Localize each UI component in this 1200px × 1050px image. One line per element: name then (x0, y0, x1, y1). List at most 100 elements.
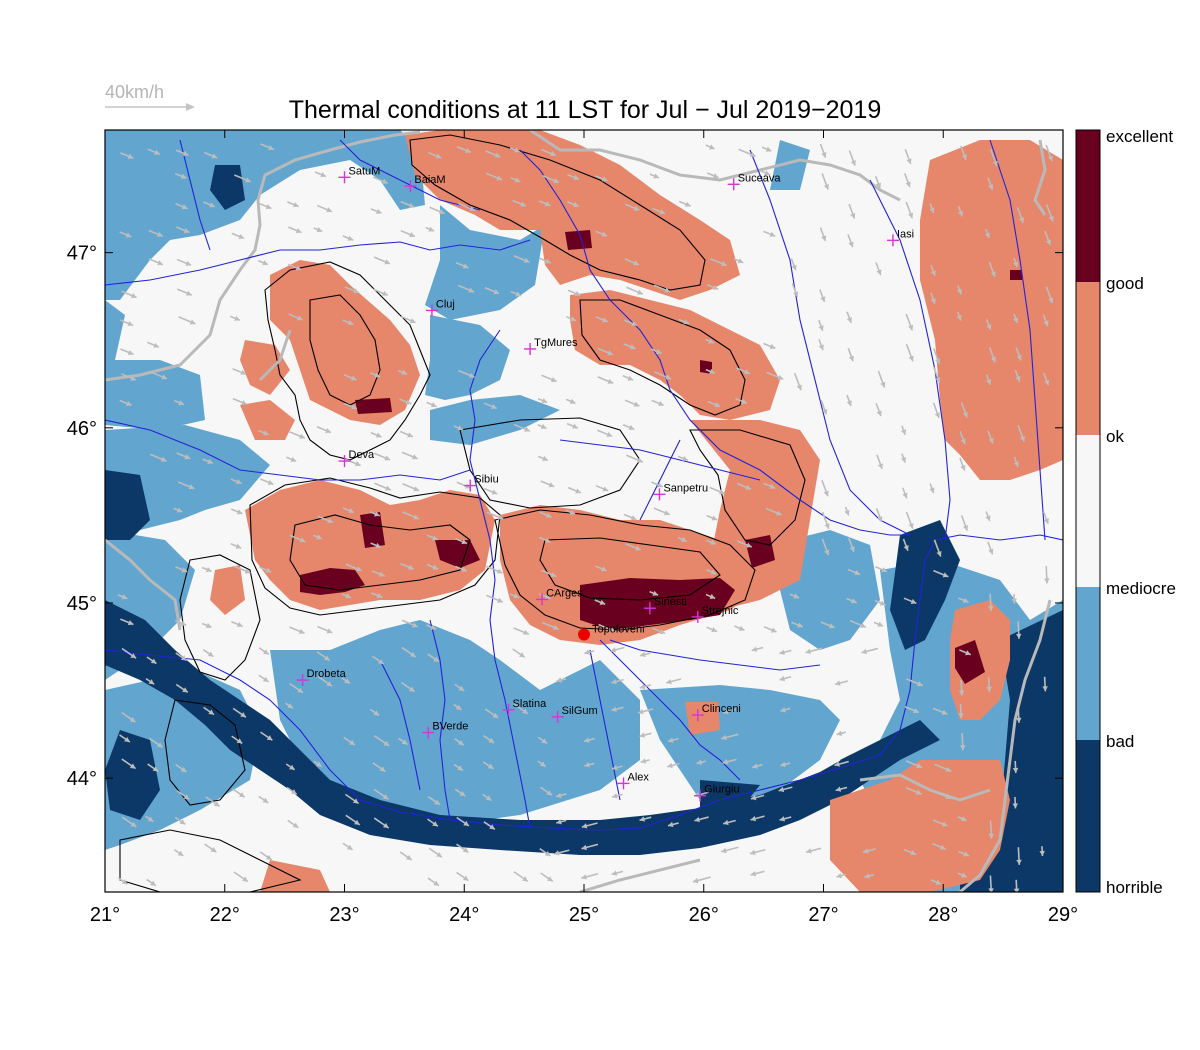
wind-arrow (1012, 313, 1019, 324)
wind-arrow (905, 786, 922, 795)
wind-arrow (174, 849, 184, 857)
wind-arrow (540, 872, 554, 882)
wind-arrow (649, 173, 660, 179)
city-sibiu: Sibiu (464, 474, 499, 492)
wind-arrow (341, 677, 351, 685)
wind-arrow (234, 174, 252, 183)
wind-arrow (623, 513, 637, 521)
wind-arrow (176, 452, 191, 460)
wind-arrow (1013, 879, 1020, 892)
wind-arrow (1042, 511, 1049, 525)
wind-arrow (147, 148, 161, 155)
wind-arrow (455, 565, 468, 572)
wind-arrow (484, 708, 499, 719)
wind-arrow (875, 508, 883, 523)
wind-arrow (542, 174, 560, 184)
wind-arrow (611, 706, 624, 712)
wind-arrow (121, 816, 137, 828)
wind-arrow (453, 703, 462, 711)
wind-arrow (343, 736, 356, 746)
chart-title: Thermal conditions at 11 LST for Jul − J… (289, 96, 882, 124)
wind-arrow (454, 738, 465, 746)
wind-arrow (259, 566, 272, 573)
wind-arrow (486, 511, 504, 520)
city-tgmures: TgMures (524, 337, 578, 355)
wind-arrow (956, 311, 962, 321)
wind-arrow (513, 703, 529, 715)
wind-arrow (287, 263, 302, 271)
wind-arrow (864, 873, 875, 879)
wind-arrow (483, 735, 495, 744)
legend-swatch-good (1076, 282, 1100, 435)
wind-arrow (538, 536, 551, 543)
wind-arrow (766, 371, 784, 381)
wind-arrow (287, 819, 299, 829)
wind-arrow (862, 848, 876, 854)
city-drobeta: Drobeta (296, 668, 347, 687)
wind-arrow (905, 760, 923, 769)
wind-arrow (584, 762, 595, 768)
lon-tick-label: 23° (329, 904, 359, 926)
wind-arrow (595, 565, 608, 572)
wind-arrow (289, 534, 306, 543)
wind-arrow (176, 226, 190, 234)
city-label: BVerde (432, 721, 468, 733)
wind-arrow (121, 711, 136, 723)
wind-arrow (932, 348, 941, 365)
wind-arrow (597, 429, 613, 438)
wind-arrow (260, 731, 273, 741)
wind-arrow (538, 200, 551, 207)
wind-arrow (650, 348, 662, 355)
wind-arrow (929, 483, 935, 494)
wind-arrow (761, 170, 771, 176)
wind-arrow (565, 398, 576, 404)
wind-arrow (316, 651, 331, 662)
wind-arrow (789, 593, 800, 599)
wind-arrow (722, 819, 736, 826)
wind-arrow (342, 235, 354, 241)
wind-arrow (873, 621, 884, 627)
wind-arrow (121, 647, 137, 659)
wind-arrow (260, 143, 275, 151)
wind-arrow (119, 734, 131, 743)
lon-tick-label: 26° (689, 904, 719, 926)
wind-arrow (453, 763, 464, 772)
wind-arrow (877, 370, 886, 388)
wind-arrow (174, 619, 187, 627)
wind-arrow (960, 515, 969, 531)
wind-arrow (203, 706, 215, 716)
city-iasi: Iasi (886, 228, 914, 247)
wind-arrow (1042, 314, 1049, 327)
wind-arrow (426, 534, 439, 541)
wind-arrow (120, 348, 134, 356)
wind-arrow (230, 508, 243, 515)
wind-arrow (539, 847, 551, 857)
wind-arrow (289, 682, 304, 694)
wind-arrow (428, 847, 443, 858)
wind-arrow (848, 537, 855, 553)
wind-arrow (1015, 347, 1022, 361)
city-label: Suceava (738, 172, 782, 184)
city-suceava: Suceava (727, 172, 782, 191)
wind-arrow (932, 402, 940, 419)
wind-arrow (678, 200, 691, 207)
wind-arrow (581, 843, 599, 851)
wind-arrow (820, 399, 828, 415)
wind-arrow (373, 256, 391, 265)
wind-arrow (581, 822, 598, 829)
wind-arrow (397, 369, 408, 375)
wind-arrow (426, 563, 439, 570)
wind-arrow (734, 625, 745, 632)
wind-arrow (1011, 593, 1017, 604)
wind-arrow (761, 146, 772, 152)
wind-arrow (258, 674, 270, 683)
wind-arrow (694, 816, 709, 823)
wind-arrow (720, 846, 739, 854)
wind-arrow (778, 786, 793, 793)
wind-arrow (537, 397, 548, 404)
wind-arrow (342, 507, 355, 514)
wind-arrow (174, 172, 187, 180)
wind-arrow (567, 173, 580, 181)
wind-arrows (117, 143, 1054, 892)
wind-arrow (371, 655, 385, 665)
